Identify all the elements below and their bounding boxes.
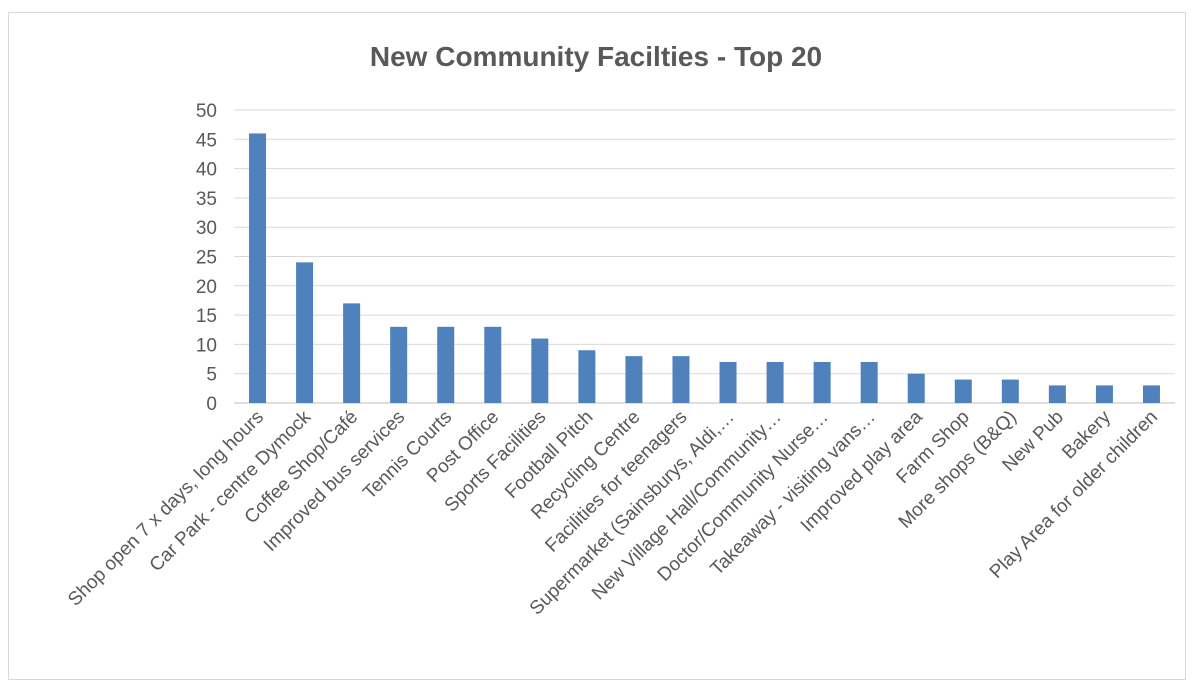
bars (249, 133, 1160, 403)
bar (249, 133, 267, 403)
y-tick-label: 30 (196, 218, 217, 239)
bar (1142, 385, 1160, 403)
bar (484, 326, 502, 403)
bar (860, 361, 878, 403)
bar (1095, 385, 1113, 403)
y-tick-label: 5 (206, 365, 217, 386)
y-tick-label: 20 (196, 277, 217, 298)
bar (907, 373, 925, 403)
bar (813, 361, 831, 403)
bar (719, 361, 737, 403)
y-tick-label: 40 (196, 160, 217, 181)
bar (672, 356, 690, 403)
y-tick-label: 10 (196, 335, 217, 356)
bar (437, 326, 455, 403)
y-tick-label: 0 (206, 394, 217, 415)
chart-frame (8, 12, 1186, 680)
y-axis: 0 5 10 15 20 25 30 35 40 45 50 (196, 101, 217, 415)
gridlines (234, 109, 1175, 404)
bar (1048, 385, 1066, 403)
y-tick-label: 45 (196, 130, 217, 151)
bar (1001, 379, 1019, 403)
bar (531, 338, 549, 403)
y-tick-label: 35 (196, 189, 217, 210)
chart-title: New Community Facilties - Top 20 (370, 41, 822, 72)
bar (578, 350, 596, 403)
bar (625, 356, 643, 403)
y-tick-label: 15 (196, 306, 217, 327)
bar (296, 262, 314, 403)
y-tick-label: 50 (196, 101, 217, 122)
y-tick-label: 25 (196, 248, 217, 269)
bar (343, 303, 361, 403)
bar (766, 361, 784, 403)
bar (390, 326, 408, 403)
bar (954, 379, 972, 403)
x-tick-label: Shop open 7 x days, long hours (64, 407, 268, 611)
